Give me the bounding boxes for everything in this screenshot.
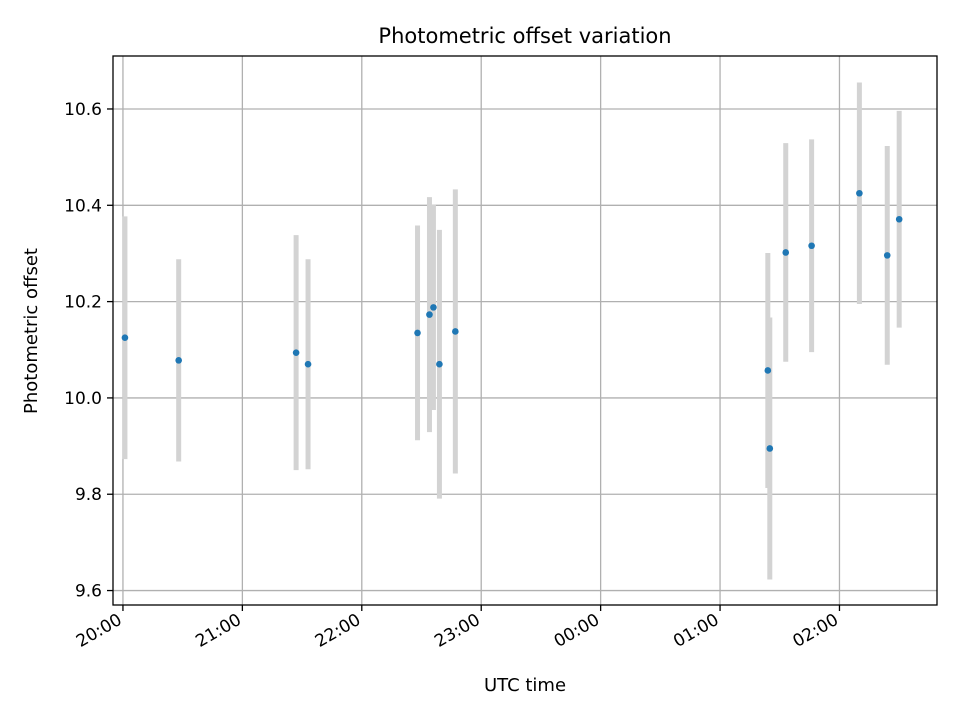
y-tick-label: 10.2	[64, 293, 102, 313]
data-point	[764, 367, 772, 374]
y-axis-ticks: 9.6 9.8 10.0 10.2 10.4 10.6	[64, 100, 113, 602]
data-point	[766, 445, 774, 452]
data-point	[883, 252, 891, 259]
y-tick-label: 10.0	[64, 389, 102, 409]
data-point	[895, 215, 903, 223]
data-points	[121, 189, 903, 452]
data-point	[452, 328, 459, 335]
y-tick-label: 10.4	[64, 196, 102, 216]
plot-area	[113, 56, 937, 605]
y-tick-label: 9.8	[75, 485, 102, 505]
y-tick-label: 10.6	[64, 100, 102, 120]
data-point	[304, 360, 312, 368]
y-tick-label: 9.6	[75, 582, 102, 602]
data-point	[292, 349, 300, 356]
y-axis-title: Photometric offset	[21, 248, 42, 414]
data-point	[782, 249, 790, 256]
plot-frame	[112, 55, 938, 606]
data-point	[436, 360, 443, 368]
data-point	[856, 189, 863, 197]
data-point	[121, 334, 129, 342]
grid	[113, 56, 937, 605]
data-point	[414, 329, 421, 337]
data-point	[430, 304, 437, 311]
x-axis-title: UTC time	[484, 675, 566, 696]
data-point	[426, 311, 433, 318]
data-point	[175, 357, 182, 364]
data-point	[808, 242, 815, 250]
chart-title: Photometric offset variation	[378, 24, 671, 48]
